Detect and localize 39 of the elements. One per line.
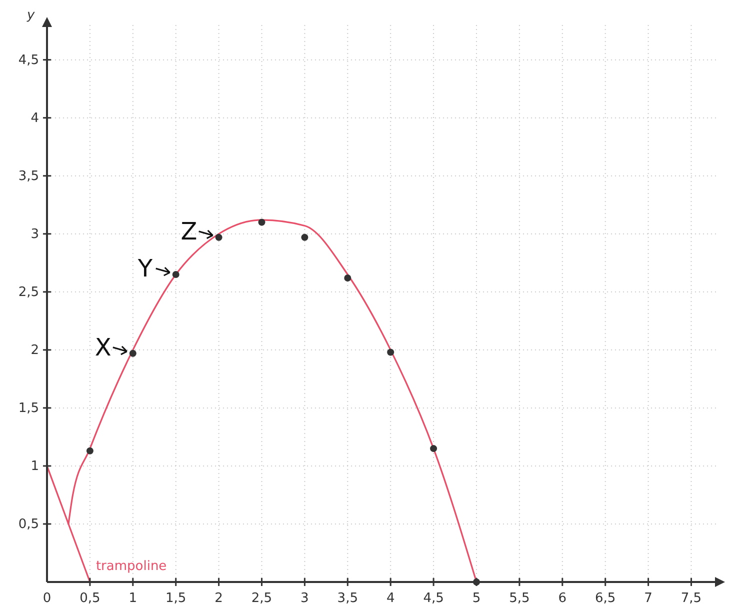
point (129, 350, 136, 357)
x-tick-label: 3 (300, 591, 309, 606)
y-tick-label: 3,5 (18, 168, 39, 184)
x-tick-label: 6,5 (594, 591, 616, 606)
x-tick-label: 7 (644, 591, 652, 606)
y-tick-label: 1 (30, 458, 39, 474)
x-tick-label: 1 (128, 591, 138, 606)
y-tick-label: 1,5 (18, 400, 39, 416)
x-tick-label: 2 (214, 591, 223, 606)
annotation: Z (180, 217, 198, 246)
x-tick-label: 5 (472, 591, 481, 606)
x-tick-label: 7,5 (680, 591, 702, 606)
y-tick-label: 3 (30, 226, 39, 242)
point (172, 270, 180, 278)
point (430, 445, 438, 452)
x-tick-label: 1,5 (166, 591, 186, 606)
y-tick-label: 2,5 (18, 284, 39, 300)
point (258, 218, 266, 226)
x-tick-label: 3,5 (337, 591, 358, 606)
y-tick-label: 2 (30, 342, 39, 358)
point (344, 274, 352, 282)
point (215, 234, 222, 241)
x-tick-label: 5,5 (509, 591, 530, 606)
x-tick-label: 6 (558, 591, 567, 606)
series-label: trampoline (96, 559, 167, 574)
x-tick-label: 4,5 (423, 591, 444, 606)
point (301, 234, 308, 241)
point (387, 348, 394, 356)
y-axis-title: y (26, 8, 35, 23)
y-tick-label: 4,5 (18, 52, 39, 68)
y-tick-label: 0,5 (18, 516, 39, 532)
annotation: X (94, 333, 112, 362)
annotation: Y (136, 254, 153, 282)
x-tick-label: 0,5 (80, 591, 100, 606)
point (86, 447, 94, 454)
x-tick-label: 4 (386, 591, 395, 606)
x-tick-label: 2,5 (251, 591, 272, 606)
x-tick-label: 0 (42, 591, 52, 606)
y-tick-label: 4 (30, 110, 39, 126)
